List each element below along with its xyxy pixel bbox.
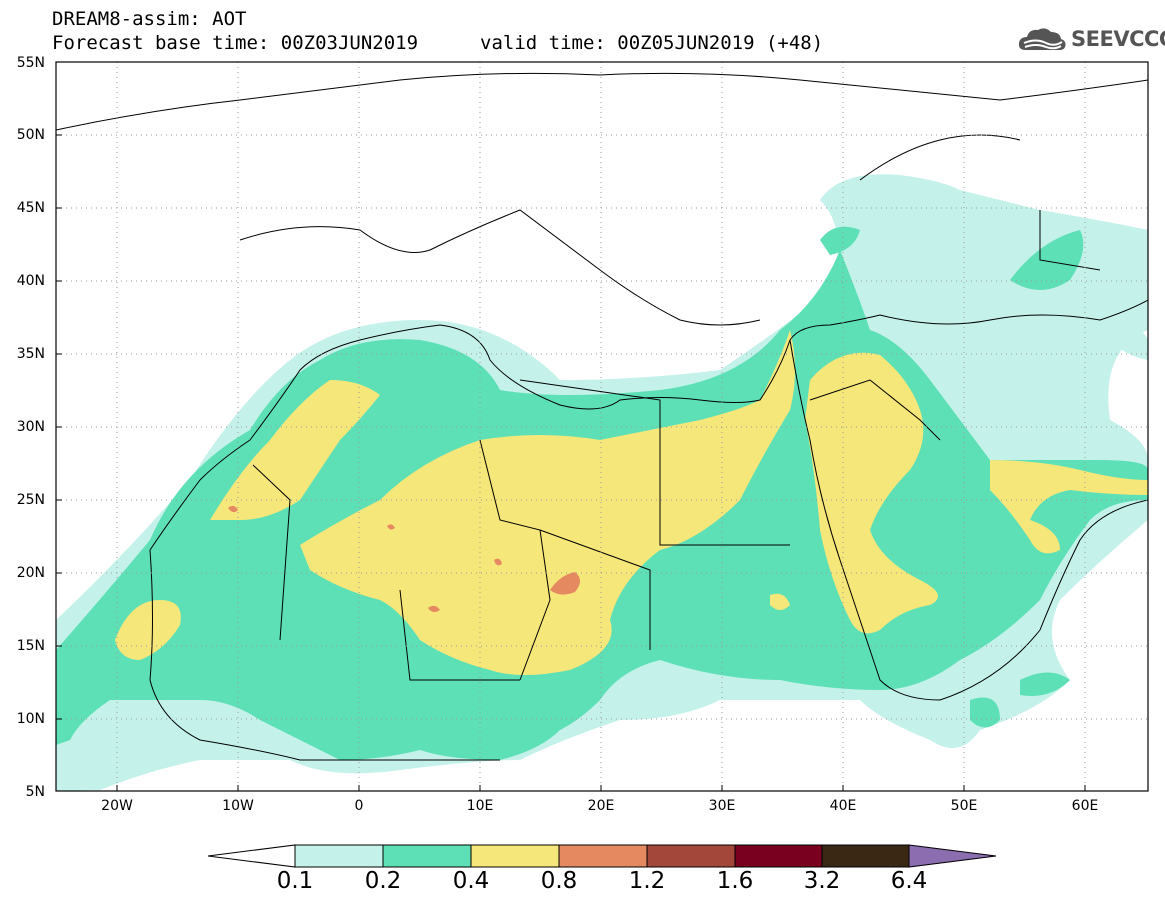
lon-label: 40E: [829, 798, 857, 814]
aot-band-0.4: [115, 330, 1148, 675]
colorbar: [207, 844, 997, 868]
lat-label: 55N: [16, 55, 45, 71]
aot-field: [56, 62, 1148, 791]
lon-label: 10W: [222, 798, 254, 814]
lon-label: 60E: [1071, 798, 1099, 814]
colorbar-label: 6.4: [890, 868, 928, 894]
colorbar-label: 0.4: [452, 868, 490, 894]
colorbar-swatch: [558, 844, 648, 868]
colorbar-swatch: [470, 844, 560, 868]
lat-label: 10N: [16, 711, 45, 727]
colorbar-label: 0.8: [540, 868, 578, 894]
lon-label: 0: [354, 798, 364, 814]
cloud-icon: [1018, 28, 1066, 50]
colorbar-swatch: [382, 844, 472, 868]
graticule: [56, 62, 1148, 791]
map-title: DREAM8-assim: AOT: [52, 8, 247, 30]
lat-label: 35N: [16, 346, 45, 362]
lat-label: 45N: [16, 200, 45, 216]
lat-label: 25N: [16, 492, 45, 508]
lon-label: 30E: [708, 798, 736, 814]
axis-ticks: [56, 134, 1086, 791]
colorbar-over-arrow: [908, 844, 997, 868]
logo-text: SEEVCCC: [1071, 27, 1165, 51]
colorbar-swatch: [294, 844, 384, 868]
lon-label: 50E: [950, 798, 978, 814]
colorbar-label: 1.2: [628, 868, 666, 894]
seevccc-logo: SEEVCCC: [1016, 24, 1165, 56]
lat-label: 15N: [16, 638, 45, 654]
lat-label: 30N: [16, 419, 45, 435]
valid-time-label: valid time: 00Z05JUN2019 (+48): [480, 32, 824, 54]
colorbar-label: 0.1: [276, 868, 314, 894]
lat-label: 5N: [25, 784, 45, 800]
lon-label: 20W: [101, 798, 133, 814]
colorbar-swatch: [821, 844, 910, 868]
colorbar-label: 0.2: [364, 868, 402, 894]
aot-band-0.8: [228, 505, 580, 613]
lat-label: 50N: [16, 127, 45, 143]
colorbar-label: 3.2: [803, 868, 841, 894]
colorbar-label: 1.6: [716, 868, 754, 894]
colorbar-swatch: [646, 844, 736, 868]
colorbar-swatch: [734, 844, 823, 868]
lat-label: 40N: [16, 273, 45, 289]
lat-label: 20N: [16, 565, 45, 581]
lon-label: 10E: [466, 798, 494, 814]
base-time-label: Forecast base time: 00Z03JUN2019: [52, 32, 419, 54]
colorbar-under-arrow: [207, 844, 296, 868]
coastlines: [56, 72, 1148, 761]
lon-label: 20E: [587, 798, 615, 814]
